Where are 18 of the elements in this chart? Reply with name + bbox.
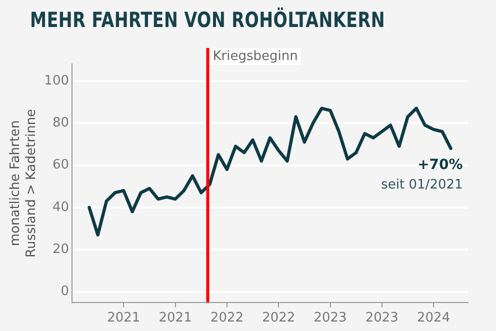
- ref-line-label: Kriegsbeginn: [212, 48, 298, 64]
- annotation: +70%: [418, 157, 463, 174]
- y-tick-label: 40: [52, 200, 70, 215]
- y-tick-label: 0: [60, 284, 70, 300]
- y-tick-label: 80: [52, 115, 70, 130]
- y-tick-label: 20: [52, 242, 70, 258]
- x-tick-label: 2021: [107, 310, 140, 326]
- annotation: seit 01/2021: [381, 177, 463, 192]
- x-tick-label: 2022: [210, 310, 244, 326]
- y-axis-title: monatliche Fahrten Russland > Kadetrinne: [8, 108, 39, 258]
- x-tick-label: 2023: [365, 310, 398, 326]
- chart-title: MEHR FAHRTEN VON ROHÖLTANKERN: [30, 8, 386, 32]
- x-tick-label: 2021: [158, 310, 192, 326]
- y-tick-label: 100: [44, 73, 70, 88]
- x-tick-label: 2022: [262, 310, 296, 326]
- y-tick-label: 60: [52, 158, 70, 173]
- x-tick-label: 2024: [417, 310, 450, 326]
- x-tick-label: 2023: [314, 310, 347, 326]
